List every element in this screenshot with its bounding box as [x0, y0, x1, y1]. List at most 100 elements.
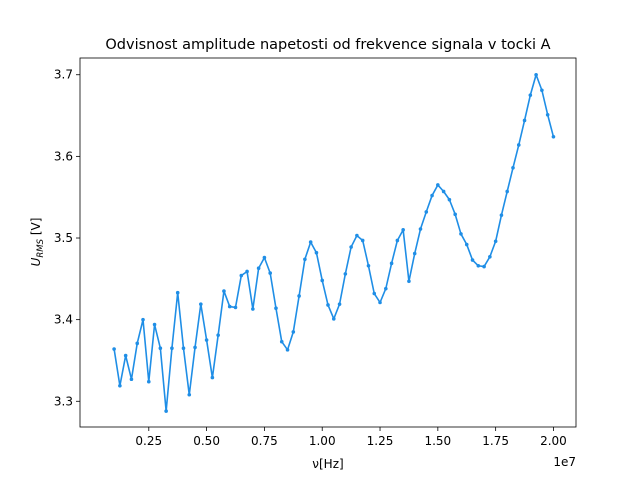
data-point — [418, 227, 423, 231]
y-axis-label-subscript: RMS — [36, 238, 46, 257]
data-point — [401, 228, 405, 232]
data-point — [355, 233, 359, 238]
data-point — [378, 300, 382, 305]
data-point — [146, 379, 151, 384]
data-point — [511, 166, 515, 170]
plot-area — [79, 57, 577, 428]
x-offset-label: 1e7 — [553, 455, 576, 469]
data-point — [331, 317, 336, 321]
data-point — [505, 189, 510, 194]
y-tick-label: 3.3 — [54, 394, 73, 408]
data-point — [320, 278, 325, 283]
data-point — [407, 279, 411, 284]
y-tick-label: 3.5 — [54, 231, 73, 245]
data-point — [516, 143, 521, 147]
data-point — [152, 322, 157, 327]
x-tick-label: 0.50 — [193, 434, 220, 448]
data-point — [239, 273, 244, 278]
data-point — [499, 213, 504, 217]
data-point — [545, 112, 550, 117]
data-point — [279, 339, 284, 344]
y-tick-label: 3.7 — [54, 68, 73, 82]
data-point — [308, 240, 313, 244]
data-point — [187, 392, 192, 397]
data-point — [291, 330, 296, 334]
data-point — [470, 258, 475, 262]
y-tick-label: 3.6 — [54, 149, 73, 163]
data-point — [459, 232, 463, 236]
axes-frame — [79, 57, 577, 428]
data-point — [204, 338, 209, 342]
data-point — [199, 302, 203, 306]
data-point — [372, 291, 377, 296]
data-point — [528, 93, 533, 97]
data-point — [366, 263, 371, 268]
x-axis-ticks: 0.25 0.50 0.75 1.00 1.25 1.50 1.75 2.00 — [135, 427, 567, 448]
data-point — [274, 306, 278, 311]
data-point — [262, 255, 267, 260]
data-point — [123, 353, 128, 358]
data-point — [349, 245, 353, 249]
data-point — [233, 305, 238, 310]
data-point — [118, 383, 122, 388]
y-axis-label-main: U — [29, 257, 43, 266]
data-point — [343, 272, 348, 276]
data-point — [268, 271, 272, 275]
x-axis-label: ν[Hz] — [312, 457, 343, 471]
data-point — [482, 264, 486, 269]
series-points — [112, 72, 556, 413]
data-point — [227, 304, 232, 309]
data-point — [158, 346, 163, 351]
data-point — [360, 238, 365, 243]
data-point — [256, 266, 261, 271]
x-tick-label: 0.75 — [251, 434, 278, 448]
chart-title: Odvisnost amplitude napetosti od frekven… — [105, 37, 550, 53]
x-tick-label: 0.25 — [135, 434, 162, 448]
data-point — [135, 341, 140, 346]
data-point — [216, 333, 220, 337]
data-point — [384, 286, 388, 291]
data-point — [285, 348, 290, 352]
y-axis-ticks: 3.3 3.4 3.5 3.6 3.7 — [54, 68, 80, 408]
x-tick-label: 1.50 — [424, 434, 451, 448]
y-axis-label: URMS [V] — [29, 218, 46, 267]
data-point — [464, 242, 469, 247]
data-point — [441, 189, 446, 194]
data-point — [493, 239, 498, 244]
data-point — [476, 263, 481, 268]
data-point — [488, 254, 492, 259]
data-point — [534, 72, 538, 77]
x-tick-label: 2.00 — [540, 434, 567, 448]
data-point — [164, 409, 168, 413]
data-point — [453, 212, 457, 217]
data-point — [326, 303, 330, 307]
data-point — [251, 307, 255, 311]
data-point — [540, 88, 544, 93]
data-point — [522, 118, 527, 123]
x-tick-label: 1.25 — [367, 434, 394, 448]
data-point — [337, 302, 342, 306]
data-point — [222, 289, 226, 293]
data-point — [551, 134, 556, 139]
x-tick-label: 1.00 — [309, 434, 336, 448]
data-point — [447, 197, 452, 202]
data-point — [175, 290, 180, 295]
x-tick-label: 1.75 — [482, 434, 509, 448]
data-point — [210, 375, 215, 380]
data-point — [436, 183, 440, 187]
data-point — [129, 377, 134, 382]
data-point — [112, 347, 116, 351]
data-point — [297, 294, 301, 298]
data-point — [141, 317, 145, 322]
data-point — [245, 269, 249, 274]
data-point — [181, 346, 186, 351]
data-point — [389, 261, 394, 266]
data-point — [412, 251, 417, 256]
data-point — [170, 346, 174, 351]
data-point — [430, 193, 434, 198]
data-point — [424, 210, 429, 214]
data-point — [314, 250, 319, 255]
data-point — [303, 257, 307, 262]
